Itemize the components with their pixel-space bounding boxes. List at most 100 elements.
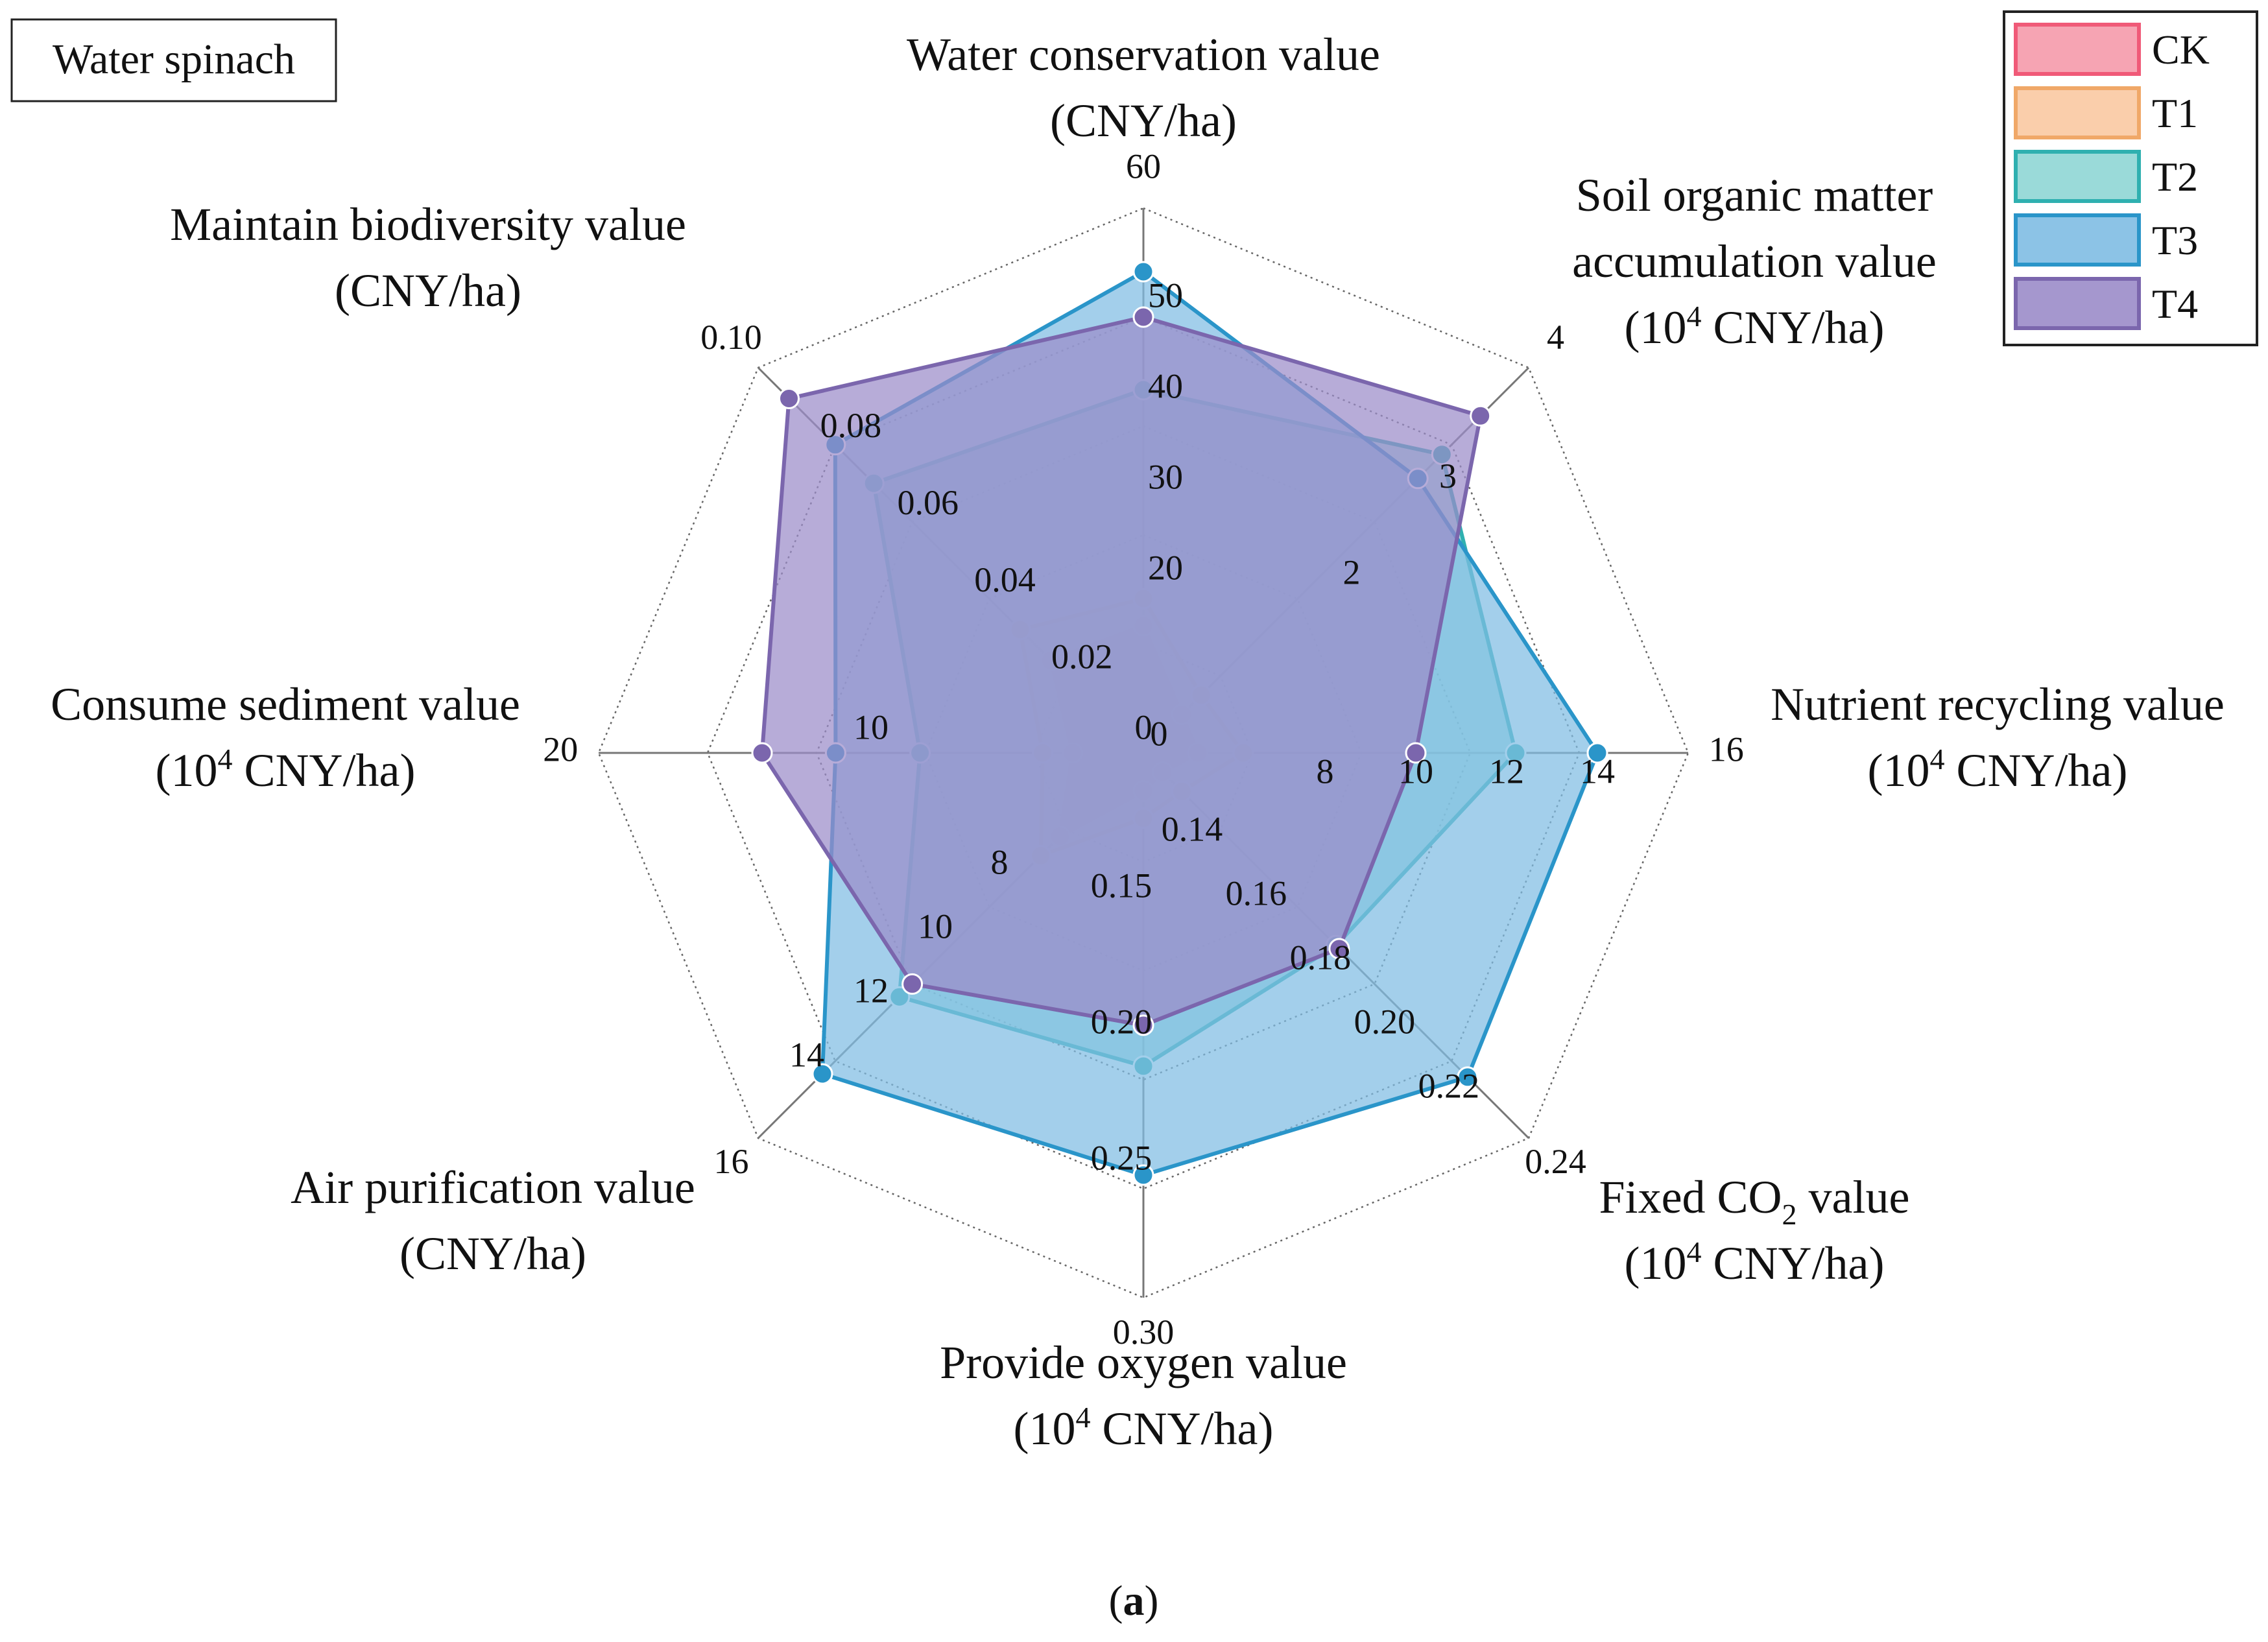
data-point xyxy=(1470,405,1492,427)
tick-label: 0 xyxy=(1151,714,1168,753)
axis-title-line: Water conservation value xyxy=(907,29,1380,80)
tick-label: 0.08 xyxy=(820,406,882,445)
tick-label: 12 xyxy=(853,971,889,1010)
tick-label: 8 xyxy=(991,842,1009,881)
axis-title-water-conservation: Water conservation value (CNY/ha) xyxy=(907,29,1380,147)
ticks-maintain-biodiversity: 0 0.02 0.04 0.06 0.08 0.10 xyxy=(700,318,1167,754)
superscript: 4 xyxy=(1687,1235,1702,1268)
tick-label: 0.10 xyxy=(700,318,762,357)
tick-label: 10 xyxy=(853,708,889,746)
title-part: CNY/ha) xyxy=(1702,1237,1885,1289)
tick-label: 0.16 xyxy=(1226,874,1287,912)
data-point xyxy=(1457,1066,1479,1088)
tick-label: 16 xyxy=(1709,730,1744,768)
legend-swatch xyxy=(2014,86,2141,139)
data-point xyxy=(1328,938,1350,960)
axis-title-line: (CNY/ha) xyxy=(335,265,521,316)
data-point xyxy=(1132,306,1154,328)
title-part: (10 xyxy=(156,744,218,796)
tick-label: 0.22 xyxy=(1418,1066,1480,1105)
superscript: 4 xyxy=(218,743,233,776)
tick-label: 0.20 xyxy=(1354,1002,1416,1041)
title-part: (10 xyxy=(1014,1403,1076,1455)
title-part: CNY/ha) xyxy=(1091,1403,1274,1455)
title-part: CNY/ha) xyxy=(1702,302,1885,353)
title-part: (10 xyxy=(1625,1237,1687,1289)
axis-title-line: Nutrient recycling value xyxy=(1771,678,2225,730)
tick-label: 3 xyxy=(1439,457,1457,495)
legend-label: T1 xyxy=(2152,90,2198,136)
legend-swatch xyxy=(2014,277,2141,330)
tick-label: 12 xyxy=(1489,752,1524,791)
ticks-air-purification: 8 10 12 14 16 xyxy=(714,842,1009,1181)
radar-series xyxy=(751,261,1608,1186)
tick-label: 4 xyxy=(1547,318,1564,357)
axis-title-line: Soil organic matter xyxy=(1576,169,1933,221)
caption-letter: a xyxy=(1123,1577,1145,1624)
tick-label: 16 xyxy=(714,1142,749,1181)
caption-close: ) xyxy=(1145,1577,1159,1624)
data-point xyxy=(811,1063,833,1085)
axis-title-line: Maintain biodiversity value xyxy=(170,198,686,250)
ticks-water-conservation: 20 30 40 50 60 xyxy=(1126,147,1183,588)
axis-title-line: (104 CNY/ha) xyxy=(156,743,416,796)
axis-title-line: (104 CNY/ha) xyxy=(1625,1235,1885,1289)
axis-title-fixed-co2: Fixed CO2 value(104 CNY/ha) xyxy=(1599,1171,1910,1289)
title-part: CNY/ha) xyxy=(1945,744,2128,796)
superscript: 4 xyxy=(1076,1401,1091,1434)
panel-label: Water spinach xyxy=(10,18,337,102)
panel-label-text: Water spinach xyxy=(53,36,295,83)
superscript: 4 xyxy=(1930,743,1945,776)
tick-label: 0.18 xyxy=(1290,938,1352,977)
tick-label: 0.15 xyxy=(1091,866,1152,905)
data-point xyxy=(751,742,773,764)
legend-swatch xyxy=(2014,23,2141,76)
tick-label: 0 xyxy=(1135,708,1152,746)
data-point xyxy=(901,973,924,995)
tick-label: 0.02 xyxy=(1051,637,1113,676)
ticks-nutrient-recycling: 8 10 12 14 16 xyxy=(1317,730,1744,791)
figure-caption: (a) xyxy=(1109,1577,1159,1624)
tick-label: 60 xyxy=(1126,147,1161,186)
axis-title-line: Air purification value xyxy=(291,1161,695,1213)
legend-label: T3 xyxy=(2152,217,2198,263)
legend-swatch xyxy=(2014,213,2141,267)
axis-title-line: (CNY/ha) xyxy=(1050,95,1237,147)
data-point xyxy=(1586,742,1608,764)
legend-item-t4: T4 xyxy=(2014,277,2198,330)
axis-title-line: Fixed CO2 value xyxy=(1599,1171,1910,1231)
tick-label: 10 xyxy=(918,907,953,946)
tick-label: 0.06 xyxy=(897,483,959,522)
axis-title-line: Consume sediment value xyxy=(51,678,520,730)
ticks-soil-organic-matter: 2 3 4 xyxy=(1343,318,1565,592)
title-part: Fixed CO xyxy=(1599,1171,1782,1223)
data-point xyxy=(1405,742,1427,764)
tick-label: 0.20 xyxy=(1091,1002,1152,1041)
legend-label: T4 xyxy=(2152,281,2198,327)
title-part: (10 xyxy=(1625,302,1687,353)
caption-open: ( xyxy=(1109,1577,1123,1624)
ticks-fixed-co2: 0.140.160.180.200.22 0.24 xyxy=(1162,809,1586,1181)
tick-label: 14 xyxy=(1580,752,1615,791)
tick-label: 0.24 xyxy=(1525,1142,1586,1181)
data-point xyxy=(1132,1164,1154,1186)
title-part: value xyxy=(1797,1171,1910,1223)
ticks-consume-sediment: 0 10 20 xyxy=(543,708,1152,768)
tick-label: 2 xyxy=(1343,553,1361,591)
legend-item-ck: CK xyxy=(2014,23,2210,76)
legend-swatch xyxy=(2014,150,2141,203)
tick-label: 0.25 xyxy=(1091,1138,1152,1177)
tick-label: 20 xyxy=(1148,548,1183,587)
data-point xyxy=(1132,261,1154,283)
tick-label: 8 xyxy=(1317,752,1334,791)
title-part: CNY/ha) xyxy=(233,744,416,796)
tick-label: 50 xyxy=(1148,276,1183,315)
legend-item-t1: T1 xyxy=(2014,86,2198,139)
superscript: 4 xyxy=(1687,300,1702,333)
tick-label: 10 xyxy=(1398,752,1433,791)
grid-ring xyxy=(706,316,1581,1190)
tick-label: 30 xyxy=(1148,457,1183,496)
axis-title-air-purification: Air purification value (CNY/ha) xyxy=(291,1161,695,1279)
tick-label: 0.04 xyxy=(974,560,1036,599)
